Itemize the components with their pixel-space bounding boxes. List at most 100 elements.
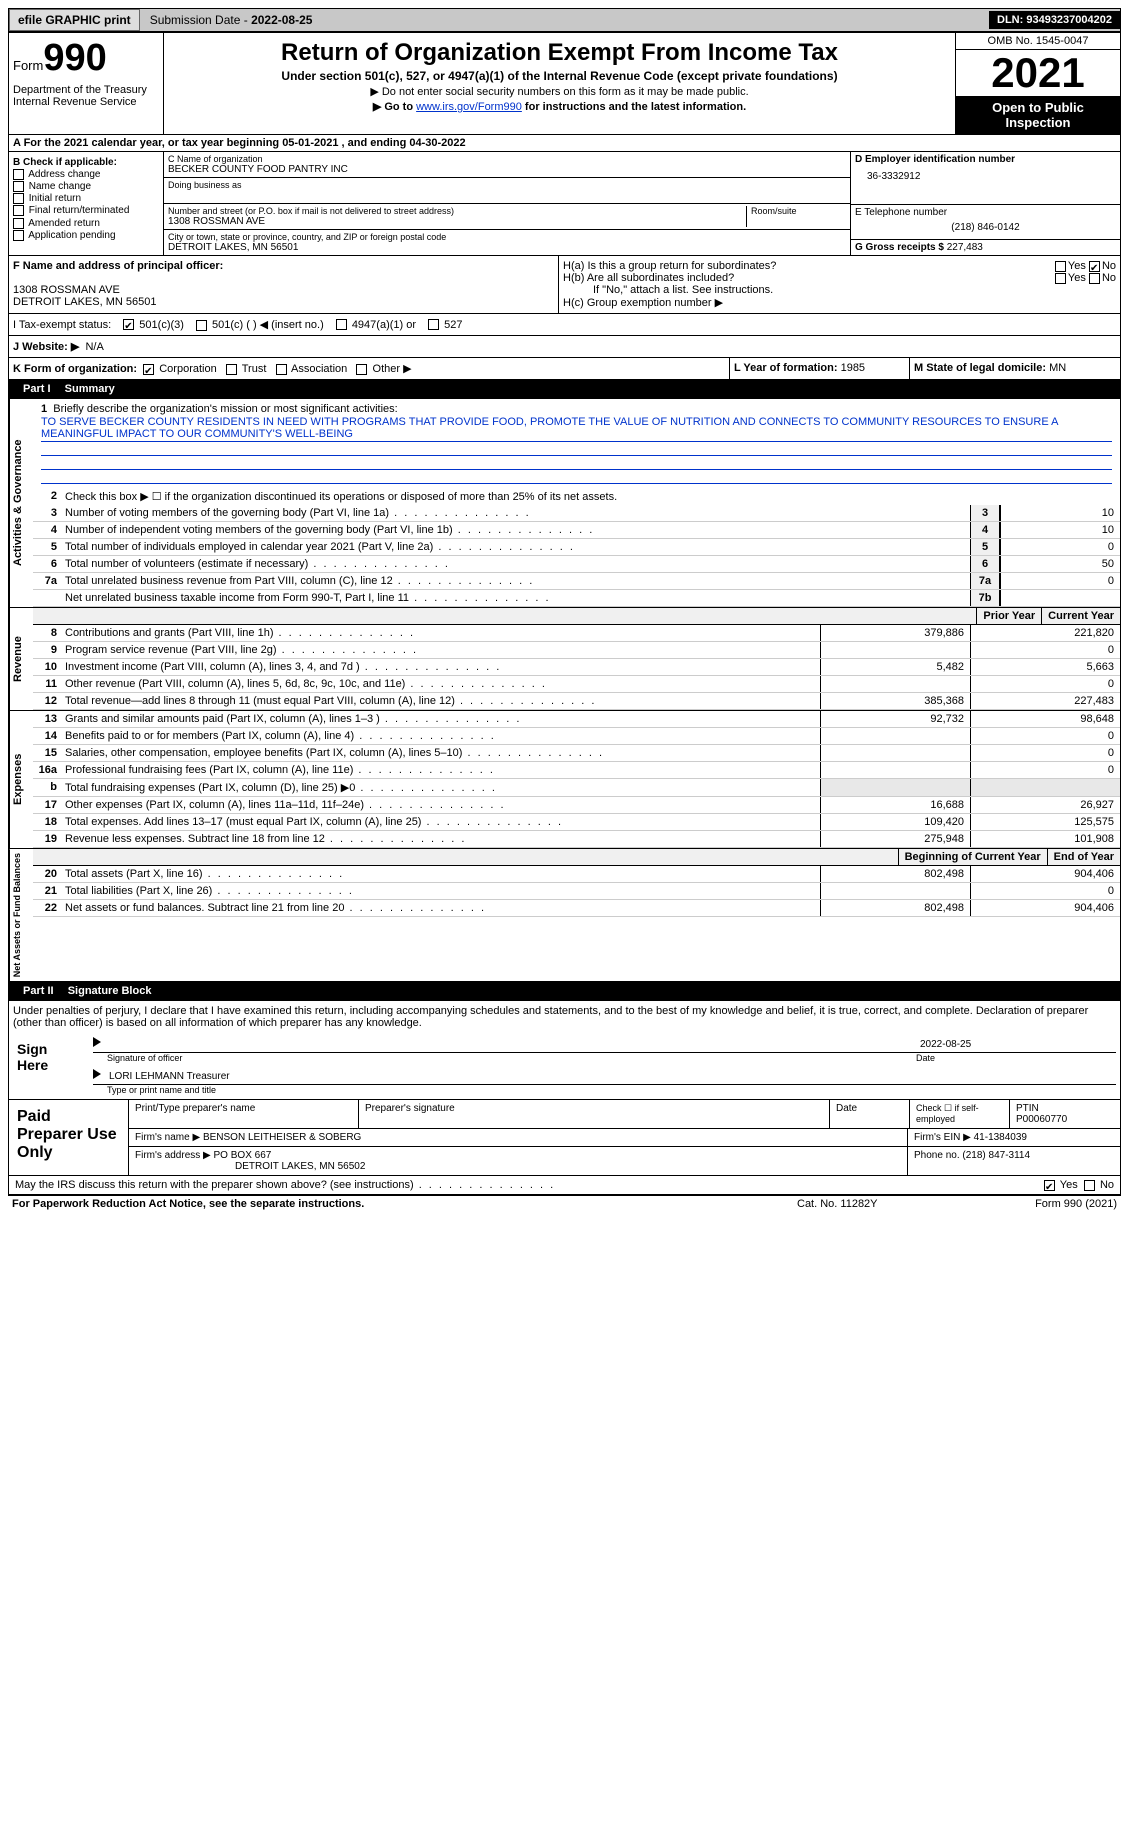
- ptin-val: P00060770: [1016, 1114, 1067, 1125]
- officer-addr2: DETROIT LAKES, MN 56501: [13, 296, 554, 308]
- mission-text: TO SERVE BECKER COUNTY RESIDENTS IN NEED…: [41, 415, 1112, 442]
- chk-application-pending[interactable]: [13, 230, 24, 241]
- form-subtitle: Under section 501(c), 527, or 4947(a)(1)…: [170, 69, 949, 83]
- ein-lbl: D Employer identification number: [855, 154, 1116, 165]
- open-inspection: Open to Public Inspection: [956, 96, 1120, 134]
- discuss-yes[interactable]: [1044, 1180, 1055, 1191]
- hc-row: H(c) Group exemption number ▶: [563, 296, 1116, 309]
- discuss-row: May the IRS discuss this return with the…: [8, 1176, 1121, 1195]
- col-b-header: B Check if applicable:: [13, 157, 117, 168]
- chk-assoc[interactable]: [276, 364, 287, 375]
- submission-label: Submission Date - 2022-08-25: [144, 10, 319, 30]
- note-ssn: ▶ Do not enter social security numbers o…: [170, 85, 949, 98]
- state-domicile: MN: [1049, 362, 1066, 374]
- tel-lbl: E Telephone number: [855, 207, 1116, 218]
- ha-no[interactable]: [1089, 261, 1100, 272]
- footer-right: Form 990 (2021): [977, 1198, 1117, 1210]
- prep-date-h: Date: [830, 1100, 910, 1128]
- chk-name-change[interactable]: [13, 181, 24, 192]
- date-lbl: Date: [916, 1053, 1116, 1063]
- dln-display: DLN: 93493237004202: [989, 11, 1120, 29]
- sign-here-lbl: Sign Here: [9, 1033, 89, 1099]
- hdr-beg: Beginning of Current Year: [898, 849, 1047, 865]
- ptin-lbl: PTIN: [1016, 1103, 1039, 1114]
- hdr-prior: Prior Year: [976, 608, 1041, 624]
- officer-name: LORI LEHMANN Treasurer: [105, 1069, 234, 1084]
- website-row: J Website: ▶ N/A: [8, 336, 1121, 358]
- hdr-end: End of Year: [1047, 849, 1120, 865]
- col-d: D Employer identification number36-33329…: [850, 152, 1120, 255]
- firm-ein: 41-1384039: [974, 1132, 1027, 1143]
- chk-501c3[interactable]: [123, 319, 134, 330]
- dept-label: Department of the Treasury Internal Reve…: [13, 84, 159, 108]
- hb-row: H(b) Are all subordinates included? Yes …: [563, 272, 1116, 284]
- part2-header: Part II Signature Block: [8, 982, 1121, 1001]
- prep-lbl: Paid Preparer Use Only: [9, 1100, 129, 1175]
- dba-lbl: Doing business as: [168, 180, 846, 190]
- declaration: Under penalties of perjury, I declare th…: [9, 1001, 1120, 1033]
- form-number: 990: [43, 37, 106, 79]
- arrow-icon: [93, 1037, 101, 1047]
- vlabel-ag: Activities & Governance: [9, 399, 33, 607]
- signature-block: Under penalties of perjury, I declare th…: [8, 1001, 1121, 1100]
- sig-officer-lbl: Signature of officer: [93, 1053, 916, 1063]
- row-k: K Form of organization: Corporation Trus…: [8, 358, 1121, 380]
- officer-addr1: 1308 ROSSMAN AVE: [13, 284, 554, 296]
- footer-left: For Paperwork Reduction Act Notice, see …: [12, 1198, 797, 1210]
- firm-addr: PO BOX 667: [214, 1150, 272, 1161]
- irs-link[interactable]: www.irs.gov/Form990: [416, 101, 522, 113]
- gross-lbl: G Gross receipts $: [855, 242, 944, 253]
- discuss-no[interactable]: [1084, 1180, 1095, 1191]
- chk-final-return-terminated[interactable]: [13, 205, 24, 216]
- part1-governance: Activities & Governance 1 Briefly descri…: [8, 399, 1121, 608]
- chk-amended-return[interactable]: [13, 218, 24, 229]
- city-val: DETROIT LAKES, MN 56501: [168, 242, 846, 253]
- firm-name: BENSON LEITHEISER & SOBERG: [203, 1132, 361, 1143]
- form-title: Return of Organization Exempt From Incom…: [170, 39, 949, 67]
- form-header: Form990 Department of the Treasury Inter…: [8, 32, 1121, 135]
- chk-527[interactable]: [428, 319, 439, 330]
- ha-yes[interactable]: [1055, 261, 1066, 272]
- tax-year: 2021: [956, 50, 1120, 96]
- footer-mid: Cat. No. 11282Y: [797, 1198, 977, 1210]
- tax-exempt-row: I Tax-exempt status: 501(c)(3) 501(c) ( …: [8, 314, 1121, 336]
- line1-lbl: Briefly describe the organization's miss…: [53, 403, 397, 415]
- row-fh: F Name and address of principal officer:…: [8, 256, 1121, 314]
- row-a-period: A For the 2021 calendar year, or tax yea…: [8, 135, 1121, 152]
- firm-ein-lbl: Firm's EIN ▶: [914, 1132, 971, 1143]
- chk-other[interactable]: [356, 364, 367, 375]
- ein-val: 36-3332912: [855, 165, 1116, 188]
- chk-501c[interactable]: [196, 320, 207, 331]
- form-label: Form: [13, 58, 43, 73]
- name-lbl: C Name of organization: [168, 154, 846, 164]
- part1-revenue: Revenue Prior YearCurrent Year 8Contribu…: [8, 608, 1121, 711]
- arrow-icon: [93, 1069, 101, 1079]
- phone-lbl: Phone no.: [914, 1150, 960, 1161]
- col-c-name: C Name of organizationBECKER COUNTY FOOD…: [164, 152, 850, 255]
- chk-initial-return[interactable]: [13, 193, 24, 204]
- ha-row: H(a) Is this a group return for subordin…: [563, 260, 1116, 272]
- line2: Check this box ▶ ☐ if the organization d…: [61, 488, 1120, 505]
- prep-sig-h: Preparer's signature: [359, 1100, 830, 1128]
- city-lbl: City or town, state or province, country…: [168, 232, 846, 242]
- col-b-checks: B Check if applicable: Address change Na…: [9, 152, 164, 255]
- officer-lbl: F Name and address of principal officer:: [13, 260, 554, 272]
- vlabel-net: Net Assets or Fund Balances: [9, 849, 33, 981]
- prep-check-h: Check ☐ if self-employed: [910, 1100, 1010, 1128]
- firm-addr-lbl: Firm's address ▶: [135, 1150, 211, 1161]
- hb-yes[interactable]: [1055, 273, 1066, 284]
- chk-corp[interactable]: [143, 364, 154, 375]
- type-name-lbl: Type or print name and title: [93, 1085, 1116, 1095]
- sig-date: 2022-08-25: [916, 1037, 1116, 1052]
- hb-no[interactable]: [1089, 273, 1100, 284]
- addr-lbl: Number and street (or P.O. box if mail i…: [168, 206, 746, 216]
- room-lbl: Room/suite: [746, 206, 846, 227]
- efile-button[interactable]: efile GRAPHIC print: [9, 9, 140, 31]
- entity-block: B Check if applicable: Address change Na…: [8, 152, 1121, 256]
- part1-header: Part I Summary: [8, 380, 1121, 399]
- chk-address-change[interactable]: [13, 169, 24, 180]
- chk-trust[interactable]: [226, 364, 237, 375]
- phone-val: (218) 847-3114: [962, 1150, 1030, 1161]
- tel-val: (218) 846-0142: [855, 218, 1116, 237]
- chk-4947[interactable]: [336, 319, 347, 330]
